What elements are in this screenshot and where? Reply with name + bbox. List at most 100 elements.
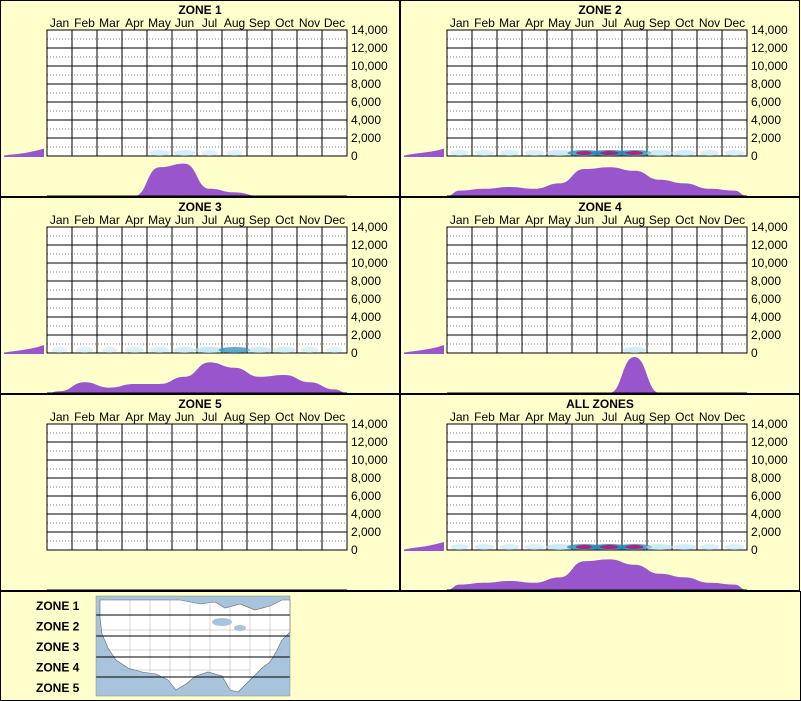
band-hot-mark <box>600 151 619 155</box>
month-tick-label: May <box>548 410 571 424</box>
month-tick-label: Jul <box>602 213 617 227</box>
y-tick-label: 12,000 <box>351 41 388 55</box>
month-tick-label: May <box>548 213 571 227</box>
y-tick-label: 2,000 <box>351 525 381 539</box>
y-tick-label: 14,000 <box>351 417 388 431</box>
band-mark <box>450 150 469 156</box>
month-tick-label: Nov <box>699 16 720 30</box>
month-tick-label: Sep <box>249 410 271 424</box>
month-tick-label: May <box>548 16 571 30</box>
month-tick-label: Jun <box>575 213 594 227</box>
month-tick-label: Jul <box>202 16 217 30</box>
y-tick-label: 14,000 <box>351 23 388 37</box>
y-tick-label: 8,000 <box>751 274 781 288</box>
month-tick-label: Apr <box>125 16 144 30</box>
month-tick-label: Oct <box>275 16 294 30</box>
band-mark <box>524 150 545 156</box>
month-tick-label: Dec <box>324 213 345 227</box>
band-mark <box>673 150 696 156</box>
month-tick-label: Jan <box>450 213 469 227</box>
zone-panel: ZONE 5 Jan Feb Mar Apr May Jun Jul Aug Sep Oct Nov D… <box>0 394 400 591</box>
elevation-profile-wedge <box>404 345 444 354</box>
month-tick-label: May <box>148 16 171 30</box>
band-mark <box>499 544 520 550</box>
month-tick-label: Sep <box>649 16 671 30</box>
legend-zone-label: ZONE 4 <box>36 661 80 675</box>
month-tick-label: Dec <box>724 410 745 424</box>
y-tick-label: 0 <box>751 543 758 557</box>
month-tick-label: Nov <box>699 410 720 424</box>
map-land <box>99 599 291 693</box>
y-tick-label: 6,000 <box>751 292 781 306</box>
y-tick-label: 4,000 <box>751 507 781 521</box>
month-tick-label: Mar <box>499 213 520 227</box>
zone-legend: ZONE 1 ZONE 2 ZONE 3 ZONE 4 ZONE 5 <box>0 591 801 701</box>
month-tick-label: Oct <box>675 213 694 227</box>
band-mark <box>524 544 545 550</box>
zone-panel: ZONE 4 Jan Feb Mar Apr May Jun Jul Aug Sep Oct Nov D… <box>400 197 800 394</box>
band-mark <box>173 150 196 156</box>
y-tick-label: 10,000 <box>351 59 388 73</box>
y-tick-label: 12,000 <box>751 41 788 55</box>
band-mark <box>724 544 745 550</box>
legend-zone-label: ZONE 5 <box>36 681 80 695</box>
y-tick-label: 4,000 <box>351 310 381 324</box>
month-tick-label: Apr <box>525 16 544 30</box>
zone-panel: ZONE 2 Jan Feb Mar Apr May Jun Jul Aug Sep Oct Nov D… <box>400 0 800 197</box>
month-tick-label: Jun <box>175 410 194 424</box>
band-mark <box>474 544 495 550</box>
y-tick-label: 14,000 <box>751 23 788 37</box>
y-tick-label: 6,000 <box>351 292 381 306</box>
zone-panel: ZONE 3 Jan Feb Mar Apr May Jun Jul Aug Sep Oct Nov D… <box>0 197 400 394</box>
month-tick-label: Dec <box>724 16 745 30</box>
y-tick-label: 0 <box>751 149 758 163</box>
month-tick-label: Dec <box>324 16 345 30</box>
month-tick-label: Oct <box>275 213 294 227</box>
month-tick-label: Apr <box>525 213 544 227</box>
y-tick-label: 12,000 <box>751 435 788 449</box>
month-tick-label: Jan <box>450 16 469 30</box>
y-tick-label: 8,000 <box>751 471 781 485</box>
band-mark <box>623 347 646 353</box>
y-tick-label: 2,000 <box>751 525 781 539</box>
y-tick-label: 6,000 <box>751 95 781 109</box>
y-tick-label: 2,000 <box>751 131 781 145</box>
y-tick-label: 2,000 <box>351 328 381 342</box>
month-tick-label: Jul <box>602 410 617 424</box>
month-tick-label: Mar <box>99 410 120 424</box>
seasonal-histogram-area <box>47 362 347 393</box>
month-tick-label: Feb <box>74 410 95 424</box>
legend-zone-label: ZONE 1 <box>36 599 80 613</box>
zone-panel: ZONE 1 Jan Feb Mar Apr May Jun Jul Aug Sep Oct Nov D… <box>0 0 400 197</box>
y-tick-label: 0 <box>351 149 358 163</box>
month-tick-label: Jan <box>50 213 69 227</box>
month-tick-label: Jan <box>50 410 69 424</box>
y-tick-label: 4,000 <box>351 507 381 521</box>
month-tick-label: Dec <box>324 410 345 424</box>
month-tick-label: Jun <box>175 213 194 227</box>
seasonal-histogram-area <box>47 163 347 196</box>
band-mark <box>450 544 469 550</box>
elevation-profile-wedge <box>404 542 444 551</box>
month-tick-label: Nov <box>299 16 320 30</box>
y-tick-label: 10,000 <box>751 256 788 270</box>
y-tick-label: 6,000 <box>751 489 781 503</box>
month-tick-label: Jul <box>202 410 217 424</box>
band-hot-mark <box>625 545 644 549</box>
month-tick-label: Mar <box>99 213 120 227</box>
band-mark <box>149 150 170 156</box>
month-tick-label: Oct <box>675 410 694 424</box>
band-mark <box>699 544 720 550</box>
month-tick-label: Apr <box>525 410 544 424</box>
month-tick-label: Feb <box>74 213 95 227</box>
band-mark <box>545 544 574 550</box>
panels-group: ZONE 1 Jan Feb Mar Apr May Jun Jul Aug Sep Oct Nov D… <box>0 0 800 591</box>
band-mark <box>194 347 225 353</box>
month-tick-label: Aug <box>624 16 645 30</box>
band-mark <box>273 347 296 353</box>
month-tick-label: Aug <box>224 213 245 227</box>
y-tick-label: 8,000 <box>351 471 381 485</box>
map-lake <box>234 625 246 631</box>
month-tick-label: Aug <box>624 410 645 424</box>
elevation-profile-wedge <box>404 148 444 157</box>
